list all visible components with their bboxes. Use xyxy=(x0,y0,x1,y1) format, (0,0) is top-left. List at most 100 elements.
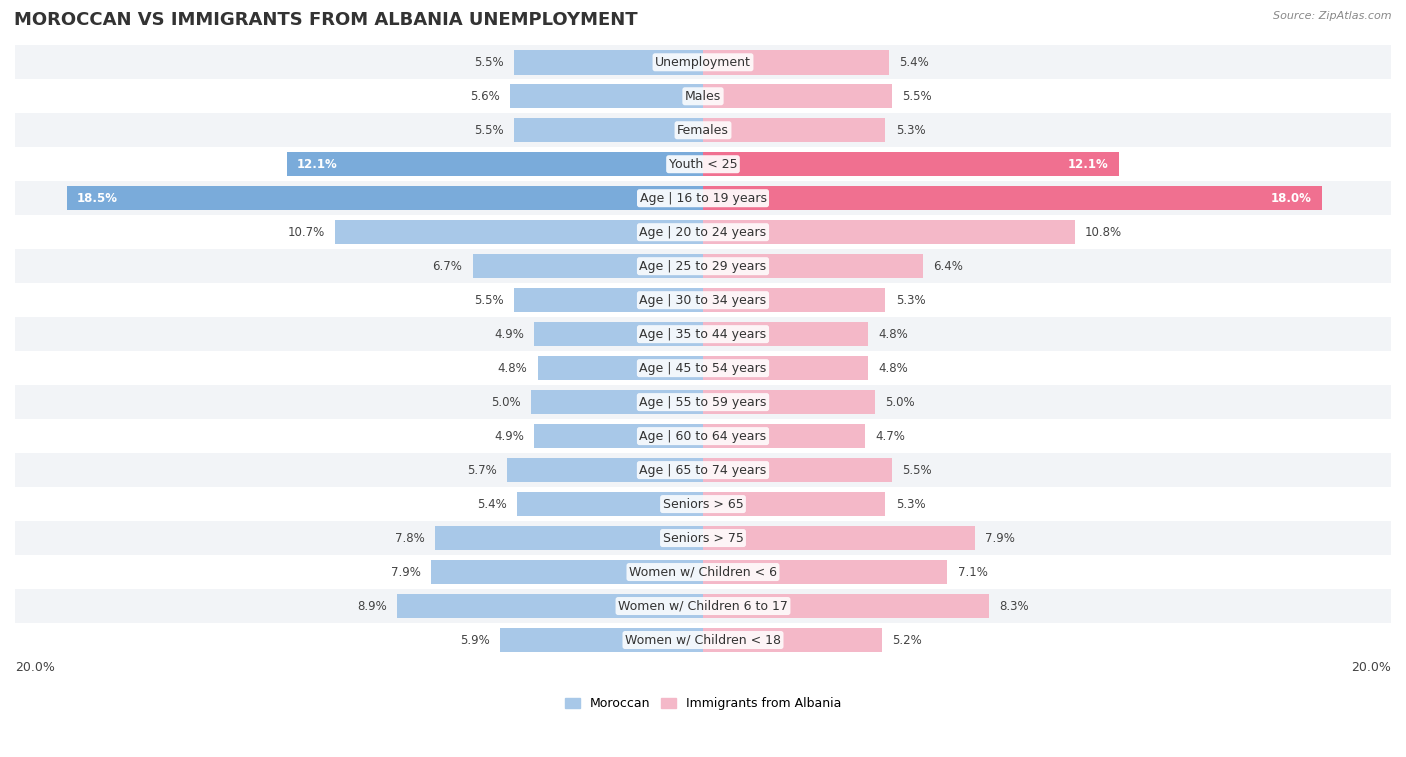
Bar xyxy=(703,458,893,482)
Text: 4.9%: 4.9% xyxy=(495,430,524,443)
Text: Seniors > 75: Seniors > 75 xyxy=(662,531,744,544)
Bar xyxy=(15,351,1391,385)
Text: 5.3%: 5.3% xyxy=(896,497,925,510)
Bar xyxy=(15,79,1391,114)
Text: 5.9%: 5.9% xyxy=(460,634,489,646)
Text: 6.4%: 6.4% xyxy=(934,260,963,273)
Bar xyxy=(15,249,1391,283)
Text: Seniors > 65: Seniors > 65 xyxy=(662,497,744,510)
Bar xyxy=(703,152,1119,176)
Bar xyxy=(703,628,882,653)
Text: 5.0%: 5.0% xyxy=(491,396,520,409)
Bar xyxy=(538,356,703,380)
Bar xyxy=(513,288,703,313)
Bar xyxy=(15,385,1391,419)
Bar xyxy=(15,589,1391,623)
Bar xyxy=(703,254,924,279)
Bar xyxy=(703,288,886,313)
Text: 5.5%: 5.5% xyxy=(474,294,503,307)
Text: Age | 65 to 74 years: Age | 65 to 74 years xyxy=(640,463,766,477)
Text: 20.0%: 20.0% xyxy=(15,661,55,674)
Text: 5.3%: 5.3% xyxy=(896,123,925,137)
Bar xyxy=(15,317,1391,351)
Text: 18.0%: 18.0% xyxy=(1271,192,1312,204)
Bar xyxy=(703,593,988,618)
Text: 4.7%: 4.7% xyxy=(875,430,905,443)
Bar xyxy=(703,322,868,347)
Text: Source: ZipAtlas.com: Source: ZipAtlas.com xyxy=(1274,11,1392,21)
Text: 5.6%: 5.6% xyxy=(470,90,501,103)
Bar xyxy=(703,118,886,142)
Bar xyxy=(472,254,703,279)
Bar xyxy=(432,560,703,584)
Text: 7.1%: 7.1% xyxy=(957,565,987,578)
Text: Women w/ Children < 18: Women w/ Children < 18 xyxy=(626,634,780,646)
Bar xyxy=(513,118,703,142)
Bar xyxy=(287,152,703,176)
Text: 4.8%: 4.8% xyxy=(879,328,908,341)
Text: Age | 30 to 34 years: Age | 30 to 34 years xyxy=(640,294,766,307)
Text: 5.5%: 5.5% xyxy=(474,56,503,69)
Text: 5.7%: 5.7% xyxy=(467,463,496,477)
Bar xyxy=(517,492,703,516)
Text: 20.0%: 20.0% xyxy=(1351,661,1391,674)
Text: 5.3%: 5.3% xyxy=(896,294,925,307)
Bar xyxy=(15,283,1391,317)
Bar xyxy=(703,50,889,74)
Text: 5.5%: 5.5% xyxy=(474,123,503,137)
Text: Age | 25 to 29 years: Age | 25 to 29 years xyxy=(640,260,766,273)
Bar xyxy=(15,215,1391,249)
Text: 12.1%: 12.1% xyxy=(297,157,337,171)
Bar xyxy=(703,220,1074,245)
Bar xyxy=(15,419,1391,453)
Bar xyxy=(15,487,1391,521)
Bar xyxy=(703,390,875,414)
Text: 7.9%: 7.9% xyxy=(986,531,1015,544)
Text: Unemployment: Unemployment xyxy=(655,56,751,69)
Bar xyxy=(15,114,1391,147)
Text: MOROCCAN VS IMMIGRANTS FROM ALBANIA UNEMPLOYMENT: MOROCCAN VS IMMIGRANTS FROM ALBANIA UNEM… xyxy=(14,11,638,30)
Text: 5.5%: 5.5% xyxy=(903,90,932,103)
Text: 18.5%: 18.5% xyxy=(77,192,118,204)
Text: 12.1%: 12.1% xyxy=(1069,157,1109,171)
Bar xyxy=(335,220,703,245)
Text: 5.4%: 5.4% xyxy=(898,56,929,69)
Text: 8.3%: 8.3% xyxy=(998,600,1028,612)
Text: Age | 45 to 54 years: Age | 45 to 54 years xyxy=(640,362,766,375)
Bar xyxy=(703,356,868,380)
Text: 5.4%: 5.4% xyxy=(477,497,508,510)
Bar xyxy=(703,84,893,108)
Text: Age | 16 to 19 years: Age | 16 to 19 years xyxy=(640,192,766,204)
Text: Women w/ Children < 6: Women w/ Children < 6 xyxy=(628,565,778,578)
Text: Females: Females xyxy=(678,123,728,137)
Text: 4.9%: 4.9% xyxy=(495,328,524,341)
Text: Males: Males xyxy=(685,90,721,103)
Bar xyxy=(510,84,703,108)
Text: 5.0%: 5.0% xyxy=(886,396,915,409)
Text: Age | 35 to 44 years: Age | 35 to 44 years xyxy=(640,328,766,341)
Text: 10.8%: 10.8% xyxy=(1085,226,1122,238)
Text: 10.7%: 10.7% xyxy=(287,226,325,238)
Bar xyxy=(15,623,1391,657)
Text: 8.9%: 8.9% xyxy=(357,600,387,612)
Bar xyxy=(66,186,703,210)
Bar xyxy=(15,45,1391,79)
Bar xyxy=(703,560,948,584)
Bar xyxy=(534,322,703,347)
Text: 4.8%: 4.8% xyxy=(879,362,908,375)
Bar xyxy=(508,458,703,482)
Bar xyxy=(703,186,1322,210)
Bar xyxy=(396,593,703,618)
Text: 5.2%: 5.2% xyxy=(893,634,922,646)
Bar xyxy=(703,424,865,448)
Bar xyxy=(434,526,703,550)
Bar xyxy=(15,453,1391,487)
Text: 4.8%: 4.8% xyxy=(498,362,527,375)
Text: 7.8%: 7.8% xyxy=(395,531,425,544)
Text: 6.7%: 6.7% xyxy=(432,260,463,273)
Legend: Moroccan, Immigrants from Albania: Moroccan, Immigrants from Albania xyxy=(560,692,846,715)
Text: 7.9%: 7.9% xyxy=(391,565,420,578)
Text: Youth < 25: Youth < 25 xyxy=(669,157,737,171)
Bar xyxy=(531,390,703,414)
Text: Age | 55 to 59 years: Age | 55 to 59 years xyxy=(640,396,766,409)
